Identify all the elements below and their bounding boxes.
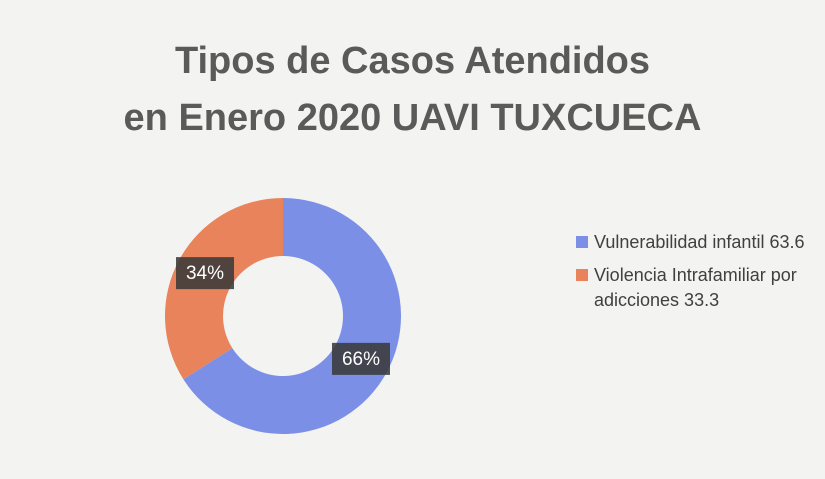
chart-title: en Enero 2020 UAVI TUXCUECA — [123, 97, 702, 139]
legend: Vulnerabilidad infantil 63.6 Violencia In… — [576, 230, 816, 321]
chart-title: Tipos de Casos Atendidos — [174, 40, 651, 82]
legend-label: Violencia Intrafamiliar por adicciones 3… — [594, 265, 797, 310]
data-label: 66% — [342, 349, 380, 370]
data-label: 34% — [186, 263, 224, 284]
legend-swatch — [576, 269, 588, 281]
legend-item: Vulnerabilidad infantil 63.6 — [576, 230, 816, 255]
label-box — [331, 342, 390, 375]
legend-item: Violencia Intrafamiliar por adicciones 3… — [576, 263, 816, 313]
slice — [183, 198, 402, 434]
label-box — [176, 257, 235, 290]
legend-label: Vulnerabilidad infantil 63.6 — [594, 232, 805, 252]
legend-swatch — [576, 236, 588, 248]
